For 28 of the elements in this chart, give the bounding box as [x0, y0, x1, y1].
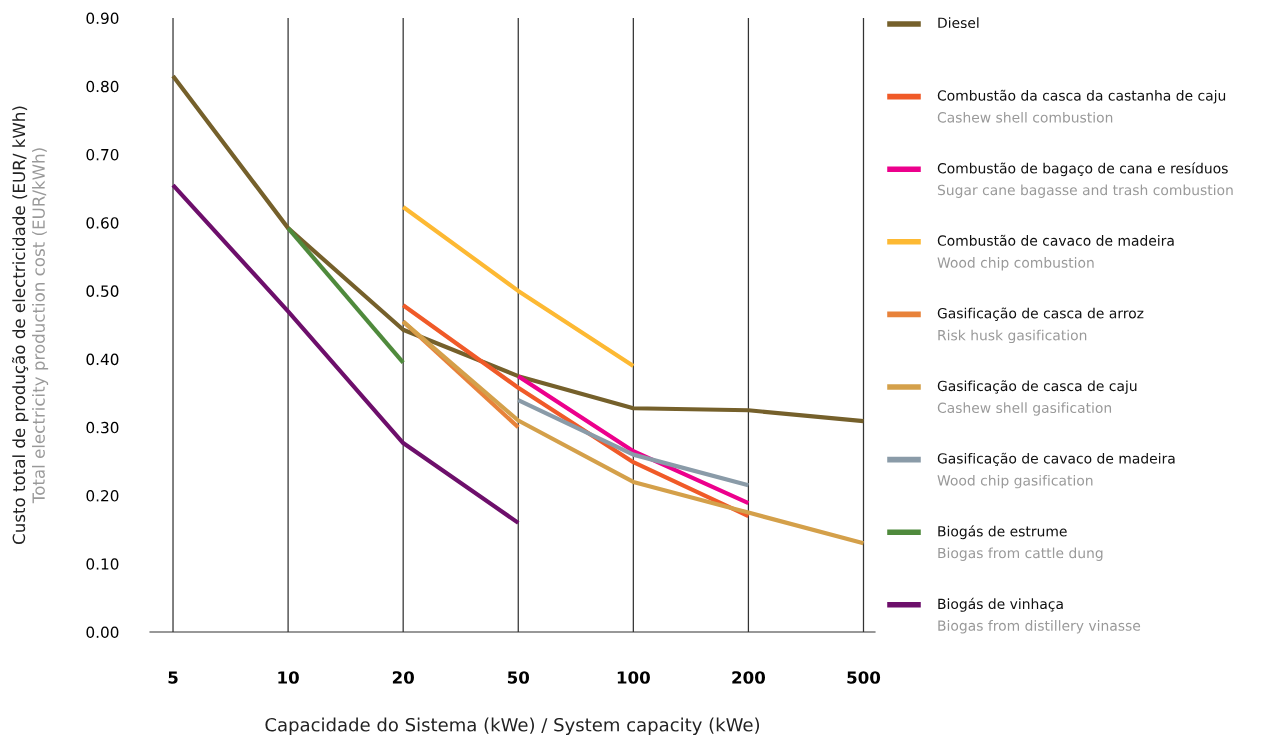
legend-label: Biogás de vinhaça Biogas from distillery vinasse [938, 597, 1141, 634]
y-tick-label: 0.80 [86, 80, 119, 93]
legend-label: Gasificação de casca de caju Cashew shell gasification [937, 380, 1137, 416]
y-axis-title: Custo total de produção de electricidade (EUR/ kWh) Total electricity production cost (EUR/kWh) [12, 106, 49, 544]
y-tick-label: 0.00 [86, 626, 119, 639]
y-tick-label: 0.90 [86, 12, 119, 25]
x-tick-label: 100 [617, 671, 650, 684]
legend-label: Combustão de bagaço de cana e resíduos Sugar cane bagasse and trash combustion [937, 162, 1233, 198]
x-tick-label: 20 [392, 671, 414, 684]
legend-label: Diesel [938, 17, 979, 29]
y-tick-label: 0.40 [86, 353, 119, 366]
y-tick-label: 0.60 [86, 217, 119, 229]
x-tick-label: 500 [847, 671, 881, 684]
legend-label: Biogás de estrume Biogas from cattle dung [938, 525, 1103, 561]
x-axis-title: Capacidade do Sistema (kWe) / System capacity (kWe) [265, 717, 760, 736]
y-tick-label: 0.10 [86, 558, 119, 570]
y-tick-label: 0.30 [86, 421, 119, 434]
y-tick-label: 0.70 [86, 148, 119, 161]
x-tick-label: 10 [278, 671, 299, 684]
legend-label: Combustão da casca da castanha de caju Cashew shell combustion [937, 89, 1226, 123]
y-tick-label: 0.50 [86, 285, 119, 297]
legend-label: Gasificação de casca de arroz Risk husk gasification [937, 307, 1144, 344]
x-tick-label: 200 [732, 671, 766, 684]
legend-label: Combustão de cavaco de madeira Wood chip combustion [937, 234, 1174, 271]
legend-label: Gasificação de cavaco de madeira Wood chip gasification [937, 452, 1175, 489]
y-tick-label: 0.20 [86, 490, 119, 502]
x-tick-label: 50 [507, 671, 530, 684]
x-tick-label: 5 [168, 671, 178, 684]
